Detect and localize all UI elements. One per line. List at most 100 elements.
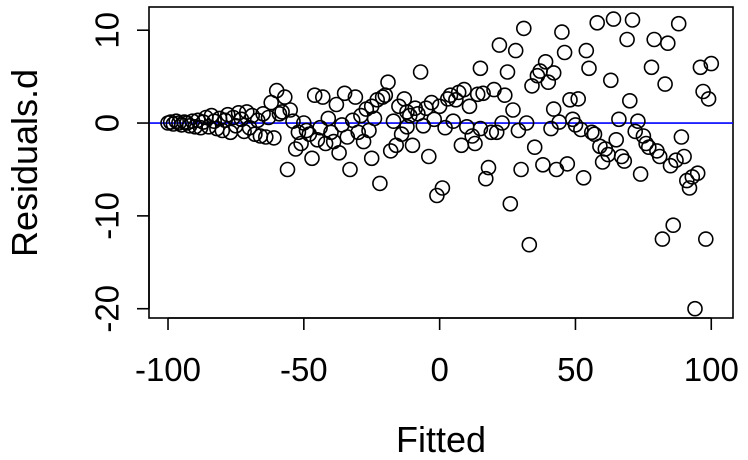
data-point <box>287 141 304 157</box>
data-point <box>605 11 622 27</box>
data-point <box>643 59 660 76</box>
y-tick-label: -10 <box>89 192 126 240</box>
data-point <box>314 89 331 105</box>
data-point <box>627 123 644 140</box>
data-point <box>651 148 668 165</box>
data-point <box>309 132 326 148</box>
data-point <box>380 74 396 90</box>
data-point <box>583 124 600 141</box>
data-point <box>312 119 328 136</box>
data-point <box>499 64 516 80</box>
data-point <box>342 161 358 178</box>
data-point <box>266 130 282 146</box>
data-point <box>573 121 589 138</box>
data-point <box>496 87 513 103</box>
data-point <box>673 129 690 145</box>
data-point <box>423 94 440 111</box>
plot-frame <box>148 6 734 319</box>
data-point <box>515 20 532 37</box>
data-point <box>399 119 415 135</box>
data-point <box>456 81 472 98</box>
data-point <box>657 76 673 92</box>
data-point <box>575 170 592 186</box>
data-point <box>510 122 527 139</box>
data-point <box>350 124 367 141</box>
data-point <box>526 139 543 155</box>
x-tick-label: 50 <box>557 351 594 388</box>
data-point <box>535 157 551 173</box>
data-point <box>260 109 277 126</box>
data-point <box>665 217 682 233</box>
data-point <box>537 53 554 70</box>
data-point <box>339 129 356 145</box>
y-axis-title: Residuals.d <box>4 69 45 257</box>
data-point <box>687 300 703 317</box>
data-point <box>507 42 524 59</box>
data-point <box>548 161 565 178</box>
x-tick-label: -50 <box>280 351 328 388</box>
data-point <box>640 139 657 155</box>
x-tick-label: 0 <box>430 351 448 388</box>
data-point <box>244 107 260 124</box>
data-point <box>608 132 625 148</box>
data-point <box>662 157 679 174</box>
data-point <box>347 89 364 105</box>
y-tick-label: 10 <box>89 12 126 49</box>
data-point <box>559 156 576 172</box>
y-axis: -20 -10 0 10 <box>89 12 150 333</box>
data-point <box>445 113 462 129</box>
data-point <box>518 115 535 131</box>
data-point <box>545 101 562 117</box>
data-point <box>513 161 529 178</box>
data-point <box>611 111 627 128</box>
data-point <box>431 98 448 115</box>
data-point <box>589 14 606 31</box>
data-point <box>700 91 717 107</box>
data-point <box>697 231 714 247</box>
data-point <box>521 236 538 253</box>
data-point <box>290 124 307 141</box>
data-point <box>282 102 299 118</box>
data-point <box>434 180 451 196</box>
y-tick-label: -20 <box>89 285 126 333</box>
data-point <box>502 196 519 212</box>
data-point <box>477 170 494 187</box>
data-point <box>689 165 706 181</box>
data-point <box>472 120 489 137</box>
data-point <box>404 137 421 154</box>
x-axis: -100 -50 0 50 100 <box>135 317 739 388</box>
data-point <box>545 65 562 81</box>
data-point <box>646 31 663 48</box>
data-point <box>619 31 635 48</box>
data-point <box>257 129 274 145</box>
data-point <box>505 102 521 118</box>
data-point <box>469 86 486 103</box>
data-point <box>654 231 671 247</box>
data-point <box>638 135 654 152</box>
data-point <box>602 72 619 89</box>
data-point <box>630 113 646 129</box>
data-point <box>225 109 241 126</box>
data-point <box>279 161 296 178</box>
data-point <box>214 122 231 139</box>
data-point <box>562 92 578 108</box>
data-point <box>331 145 347 161</box>
data-point <box>363 150 380 167</box>
data-point <box>681 180 698 196</box>
data-point <box>363 98 380 115</box>
data-point <box>271 106 288 122</box>
y-tick-label: 0 <box>89 114 126 132</box>
data-point <box>554 24 570 40</box>
data-point <box>276 89 293 105</box>
data-point <box>323 124 339 141</box>
data-point <box>659 35 676 52</box>
data-point <box>412 64 429 80</box>
data-point <box>442 87 459 103</box>
data-point <box>483 124 500 141</box>
data-point <box>306 87 323 103</box>
data-point <box>692 59 709 76</box>
data-point <box>382 143 399 159</box>
x-tick-label: 100 <box>684 351 739 388</box>
data-point <box>703 55 720 72</box>
